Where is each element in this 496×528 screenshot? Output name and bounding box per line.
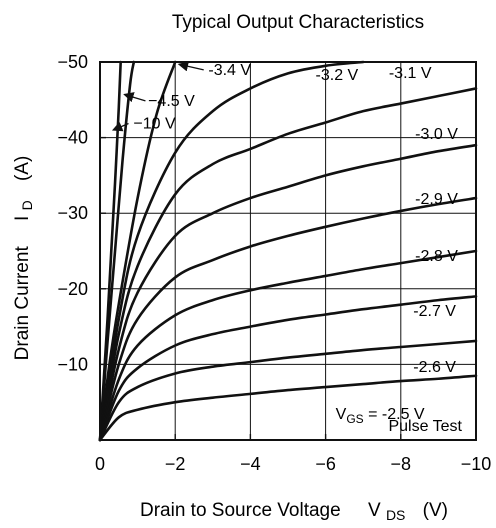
y-axis-main: Drain Current xyxy=(12,246,33,361)
curve-label-layer: −10 V −4.5 V -3.4 V -3.2 V -3.1 V -3.0 V -2.9 … xyxy=(133,62,458,426)
y-tick-label-20: −20 xyxy=(57,279,88,299)
curve-label-7: -2.9 V xyxy=(415,191,458,208)
x-tick-label-4: −4 xyxy=(240,454,261,474)
y-axis-label: Drain Current I D (A) xyxy=(12,156,37,361)
series-line-3-4-v xyxy=(98,60,177,442)
x-tick-label-6: −6 xyxy=(315,454,336,474)
curve-label-10: -2.6 V xyxy=(413,359,456,376)
series-line-2-8-v xyxy=(98,249,478,442)
curve-label-arrow-2 xyxy=(123,92,146,103)
series-line-3-0-v xyxy=(98,143,478,442)
curve-label-9: -2.7 V xyxy=(413,303,456,320)
curve-label-11: VGS = -2.5 V xyxy=(336,406,425,426)
series-line-4-5-v xyxy=(98,60,136,442)
curve-label-arrow-1 xyxy=(111,121,129,132)
series-line-2-7-v xyxy=(98,295,478,442)
curve-label-3: -3.4 V xyxy=(208,62,251,79)
x-tick-label-8: −8 xyxy=(391,454,412,474)
curve-label-8: -2.8 V xyxy=(415,248,458,265)
y-axis-symbol: I xyxy=(12,216,33,221)
tick-layer: 0 −2 −4 −6 −8 −10 −50 −40 −30 −20 −10 xyxy=(57,52,491,474)
y-tick-label-30: −30 xyxy=(57,203,88,223)
curve-label-5: -3.1 V xyxy=(389,65,432,82)
x-tick-label-10: −10 xyxy=(461,454,492,474)
curve-label-prefix: V xyxy=(336,406,347,423)
curve-label-2: −4.5 V xyxy=(148,93,195,110)
x-axis-unit: (V) xyxy=(423,500,448,521)
y-tick-label-40: −40 xyxy=(57,128,88,148)
series-line-3-2-v xyxy=(98,60,365,442)
curve-label-arrow-3 xyxy=(177,61,204,72)
curve-label-4: -3.2 V xyxy=(316,67,359,84)
curve-label-subscript: GS xyxy=(346,412,363,426)
curve-label-6: -3.0 V xyxy=(415,126,458,143)
curve-label-1: −10 V xyxy=(133,116,176,133)
x-axis-label: Drain to Source Voltage V DS (V) xyxy=(140,500,448,525)
series-line-3-1-v xyxy=(98,87,478,442)
series-line-2-6-v xyxy=(98,339,478,442)
y-tick-label-10: −10 xyxy=(57,354,88,374)
arrow-layer xyxy=(111,61,204,132)
series-line-2-9-v xyxy=(98,196,478,442)
x-axis-main: Drain to Source Voltage xyxy=(140,500,341,521)
x-tick-label-2: −2 xyxy=(165,454,186,474)
y-tick-label-50: −50 xyxy=(57,52,88,72)
x-axis-subscript: DS xyxy=(386,507,405,523)
x-axis-symbol: V xyxy=(368,500,381,521)
y-axis-unit: (A) xyxy=(12,156,33,181)
pulse-test-note: Pulse Test xyxy=(388,418,462,435)
y-axis-subscript: D xyxy=(19,200,35,210)
x-tick-label-0: 0 xyxy=(95,454,105,474)
plot-frame xyxy=(99,61,477,441)
chart-title: Typical Output Characteristics xyxy=(172,12,424,33)
series-line-v-gs-2-5-v xyxy=(98,374,478,442)
curve-layer xyxy=(98,60,478,442)
curve-label-suffix: = -2.5 V xyxy=(364,406,425,423)
